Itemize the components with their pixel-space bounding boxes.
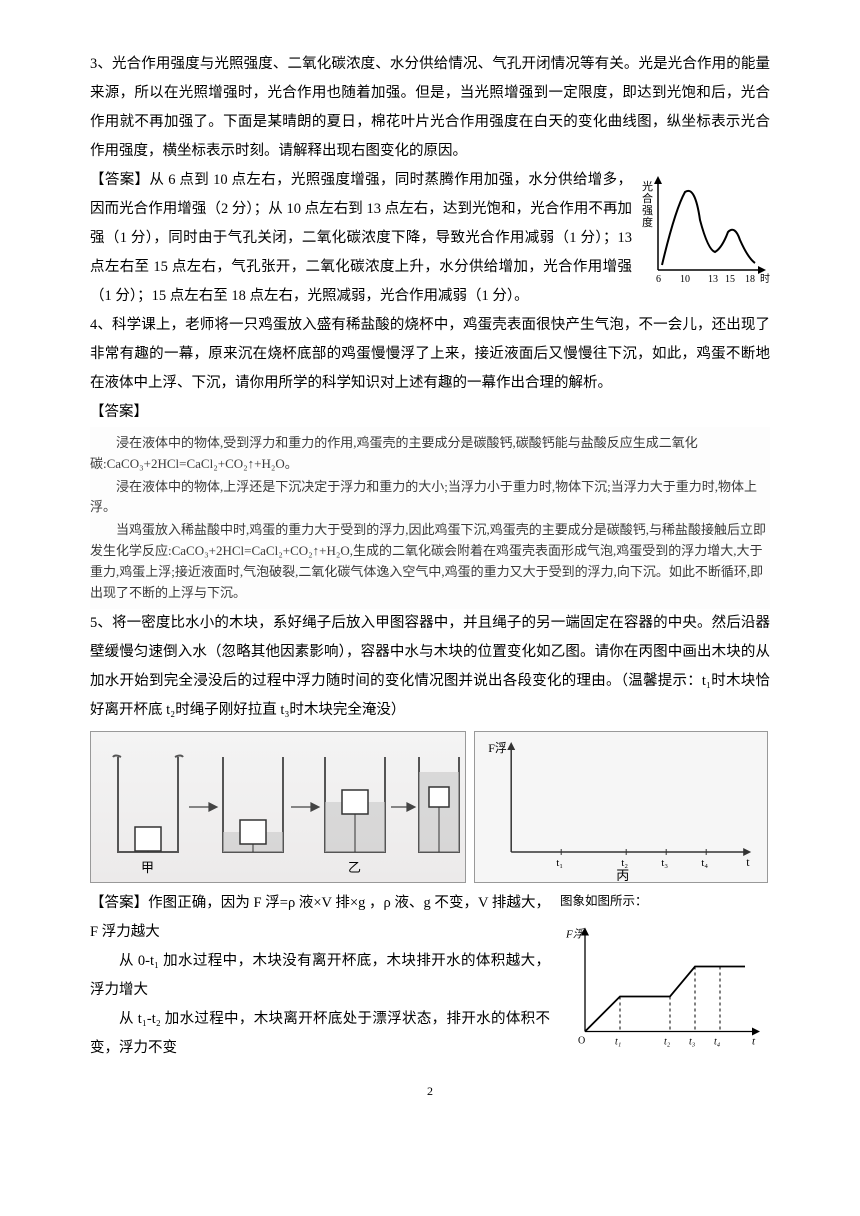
q3-xt-4: 18 xyxy=(745,274,755,285)
q5-answer-chart: 图象如图所示： F浮 O t₁ t₂ t xyxy=(560,889,770,1039)
q3-curve xyxy=(662,191,755,265)
q3-ylabel-3: 强 xyxy=(642,205,653,217)
q5-ac-xt3: t₃ xyxy=(689,1037,696,1048)
q5-ac-curve xyxy=(585,967,745,1032)
q5-prompt: 5、将一密度比水小的木块，系好绳子后放入甲图容器中，并且绳子的另一端固定在容器的… xyxy=(90,609,770,725)
q5-ac-xlabel: t xyxy=(752,1036,756,1048)
q5-fr-title: 丙 xyxy=(616,868,629,882)
q3-ylabel-4: 度 xyxy=(642,215,653,229)
q5-figure-beakers: 甲 xyxy=(90,731,466,883)
q5-answer-text: 【答案】作图正确，因为 F 浮=ρ 液×V 排×g ，ρ 液、g 不变，V 排越… xyxy=(90,889,550,1063)
q3-chart: 光 合 强 度 6 10 13 15 18 时 xyxy=(640,170,770,290)
q4-scan-line: 浸在液体中的物体,上浮还是下沉决定于浮力和重力的大小;当浮力小于重力时,物体下沉… xyxy=(90,477,770,519)
page: 3、光合作用强度与光照强度、二氧化碳浓度、水分供给情况、气孔开闭情况等有关。光是… xyxy=(0,0,860,1133)
q3-xt-2: 13 xyxy=(708,274,718,285)
q5-fr-xt1: t₁ xyxy=(556,857,563,869)
q5-fr-xt4: t₄ xyxy=(701,857,708,869)
q3-xt-0: 6 xyxy=(656,274,661,285)
svg-text:O: O xyxy=(578,1036,585,1047)
q3-xt-1: 10 xyxy=(680,274,690,285)
q5-ans-p1: 从 0-t₁ 加水过程中，木块没有离开杯底，木块排开水的体积越大，浮力增大 xyxy=(90,947,550,1005)
q4-prompt: 4、科学课上，老师将一只鸡蛋放入盛有稀盐酸的烧杯中，鸡蛋壳表面很快产生气泡，不一… xyxy=(90,311,770,398)
q3-xt-3: 15 xyxy=(725,274,735,285)
q4-scan-line: 当鸡蛋放入稀盐酸中时,鸡蛋的重力大于受到的浮力,因此鸡蛋下沉,鸡蛋壳的主要成分是… xyxy=(90,520,770,603)
q5-answer-heading: 【答案】作图正确，因为 F 浮=ρ 液×V 排×g ，ρ 液、g 不变，V 排越… xyxy=(90,889,550,947)
q5-fr-ylabel: F浮 xyxy=(488,741,507,755)
q4-answer-scan: 浸在液体中的物体,受到浮力和重力的作用,鸡蛋壳的主要成分是碳酸钙,碳酸钙能与盐酸… xyxy=(90,427,770,609)
question-5: 5、将一密度比水小的木块，系好绳子后放入甲图容器中，并且绳子的另一端固定在容器的… xyxy=(90,609,770,1063)
q5-figures: 甲 xyxy=(90,731,770,883)
page-number: 2 xyxy=(90,1079,770,1103)
q5-fr-xlabel: t xyxy=(746,855,750,869)
q5-figure-graph-blank: F浮 t₁ t₂ t₃ t₄ t 丙 xyxy=(474,731,768,883)
q5-ac-xt1: t₁ xyxy=(615,1037,621,1048)
q3-xlabel: 时 xyxy=(760,273,770,285)
q5-ans-p2: 从 t₁-t₂ 加水过程中，木块离开杯底处于漂浮状态，排开水的体积不变，浮力不变 xyxy=(90,1005,550,1063)
q5-ac-xt2: t₂ xyxy=(664,1037,671,1048)
question-4: 4、科学课上，老师将一只鸡蛋放入盛有稀盐酸的烧杯中，鸡蛋壳表面很快产生气泡，不一… xyxy=(90,311,770,609)
q5-ac-xt4: t₄ xyxy=(714,1037,721,1048)
q3-prompt: 3、光合作用强度与光照强度、二氧化碳浓度、水分供给情况、气孔开闭情况等有关。光是… xyxy=(90,50,770,166)
q5-answer-row: 【答案】作图正确，因为 F 浮=ρ 液×V 排×g ，ρ 液、g 不变，V 排越… xyxy=(90,889,770,1063)
q4-answer-label: 【答案】 xyxy=(90,398,770,427)
svg-text:甲: 甲 xyxy=(141,860,154,875)
q3-ylabel-2: 合 xyxy=(642,191,653,205)
beaker-jia: 甲 xyxy=(113,756,183,876)
q5-ans-chart-title: 图象如图所示： xyxy=(560,889,770,914)
q3-ylabel-1: 光 xyxy=(642,179,653,193)
q5-ac-ylabel: F浮 xyxy=(565,928,586,941)
q5-fr-xt3: t₃ xyxy=(661,857,668,869)
q4-scan-line: 浸在液体中的物体,受到浮力和重力的作用,鸡蛋壳的主要成分是碳酸钙,碳酸钙能与盐酸… xyxy=(90,433,770,475)
svg-text:乙: 乙 xyxy=(348,860,361,875)
question-3: 3、光合作用强度与光照强度、二氧化碳浓度、水分供给情况、气孔开闭情况等有关。光是… xyxy=(90,50,770,311)
